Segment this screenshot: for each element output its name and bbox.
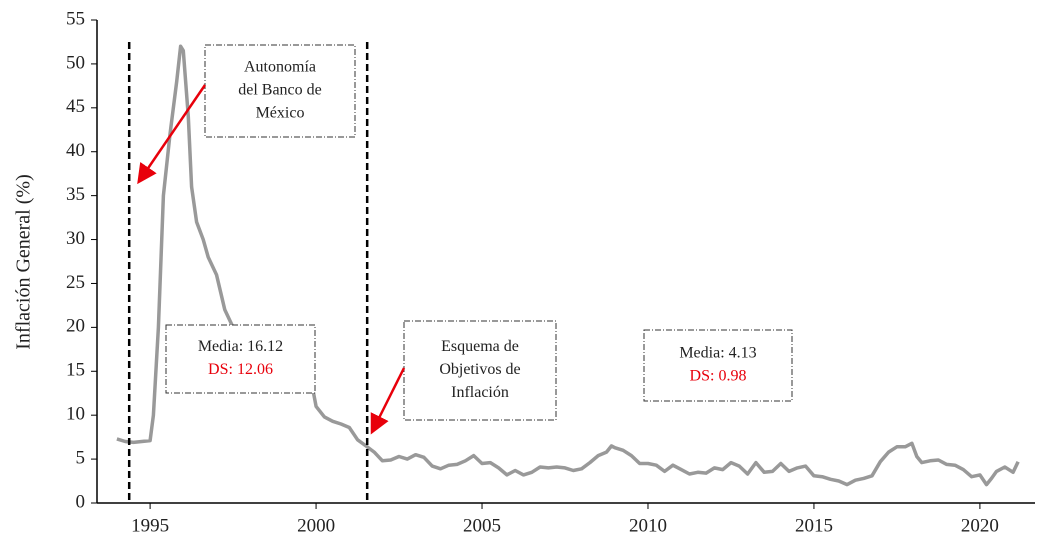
annotation-text: Objetivos de xyxy=(439,361,520,378)
x-tick-label: 2010 xyxy=(629,515,667,536)
y-tick-label: 55 xyxy=(66,8,85,29)
x-tick-label: 2005 xyxy=(463,515,501,536)
annotation-text: Esquema de xyxy=(441,338,519,355)
annotation-box xyxy=(643,329,793,402)
y-tick-label: 35 xyxy=(66,184,85,205)
annotation-text: Media: 4.13 xyxy=(679,345,756,362)
y-axis-label: Inflación General (%) xyxy=(13,174,35,349)
annotation-text: Media: 16.12 xyxy=(198,338,283,355)
y-tick-label: 25 xyxy=(66,272,85,293)
y-tick-label: 5 xyxy=(76,447,86,468)
annotation-text: México xyxy=(256,105,305,122)
annotation-highlight: DS: 12.06 xyxy=(208,361,273,378)
x-tick-label: 2000 xyxy=(297,515,335,536)
annotation-box xyxy=(403,320,557,421)
y-tick-label: 50 xyxy=(66,52,85,73)
annotation-box xyxy=(204,44,356,138)
x-tick-label: 2015 xyxy=(795,515,833,536)
annotation-box xyxy=(165,324,316,394)
annotation-arrow xyxy=(370,367,406,435)
annotation-text: del Banco de xyxy=(238,82,322,99)
y-tick-label: 30 xyxy=(66,228,85,249)
annotation-highlight: DS: 0.98 xyxy=(690,368,747,385)
x-tick-label: 1995 xyxy=(131,515,169,536)
annotation-arrow xyxy=(137,84,207,185)
y-tick-label: 40 xyxy=(66,140,85,161)
y-tick-label: 10 xyxy=(66,404,85,425)
annotation-text: Inflación xyxy=(451,384,509,401)
x-tick-label: 2020 xyxy=(961,515,999,536)
y-tick-label: 45 xyxy=(66,96,85,117)
y-tick-label: 15 xyxy=(66,360,85,381)
annotation-text: Autonomía xyxy=(244,59,316,76)
y-tick-label: 0 xyxy=(76,491,86,512)
y-tick-label: 20 xyxy=(66,316,85,337)
